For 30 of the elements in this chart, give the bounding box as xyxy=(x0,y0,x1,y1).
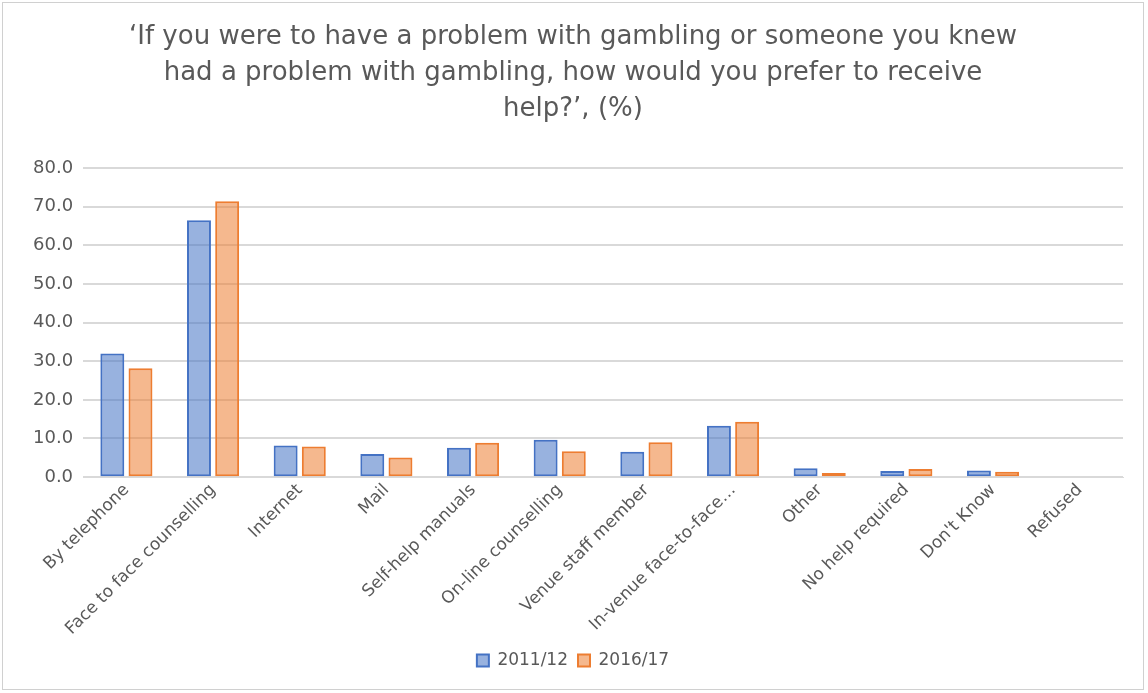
bar xyxy=(388,457,413,477)
bar xyxy=(561,451,586,477)
y-tick-label: 70.0 xyxy=(33,194,74,216)
bar xyxy=(706,425,731,477)
bar xyxy=(793,468,818,477)
y-tick-label: 20.0 xyxy=(33,387,74,409)
bar xyxy=(187,220,211,477)
bar xyxy=(648,442,673,477)
y-tick-label: 0.0 xyxy=(44,464,74,486)
bar xyxy=(908,469,933,477)
bar xyxy=(273,445,298,477)
y-tick-label: 50.0 xyxy=(33,271,74,293)
bar xyxy=(447,447,471,477)
y-tick-label: 60.0 xyxy=(33,232,74,254)
chart-title: ‘If you were to have a problem with gambling or someone you knew had a problem with gambling, how would you prefer to receive help?’, (%) xyxy=(128,19,1018,124)
y-tick-label: 10.0 xyxy=(33,426,74,448)
legend-label: 2011/12 xyxy=(497,648,568,669)
bar xyxy=(533,439,558,477)
bar xyxy=(620,451,645,477)
bar xyxy=(301,446,326,477)
y-tick-label: 30.0 xyxy=(33,348,74,370)
bar xyxy=(215,201,240,477)
bar xyxy=(360,453,385,477)
bar xyxy=(100,353,125,477)
y-tick-label: 80.0 xyxy=(33,155,74,177)
y-tick-label: 40.0 xyxy=(33,310,74,332)
bar xyxy=(735,421,760,477)
legend-label: 2016/17 xyxy=(598,648,670,669)
bar xyxy=(475,442,500,477)
bar xyxy=(128,368,153,477)
